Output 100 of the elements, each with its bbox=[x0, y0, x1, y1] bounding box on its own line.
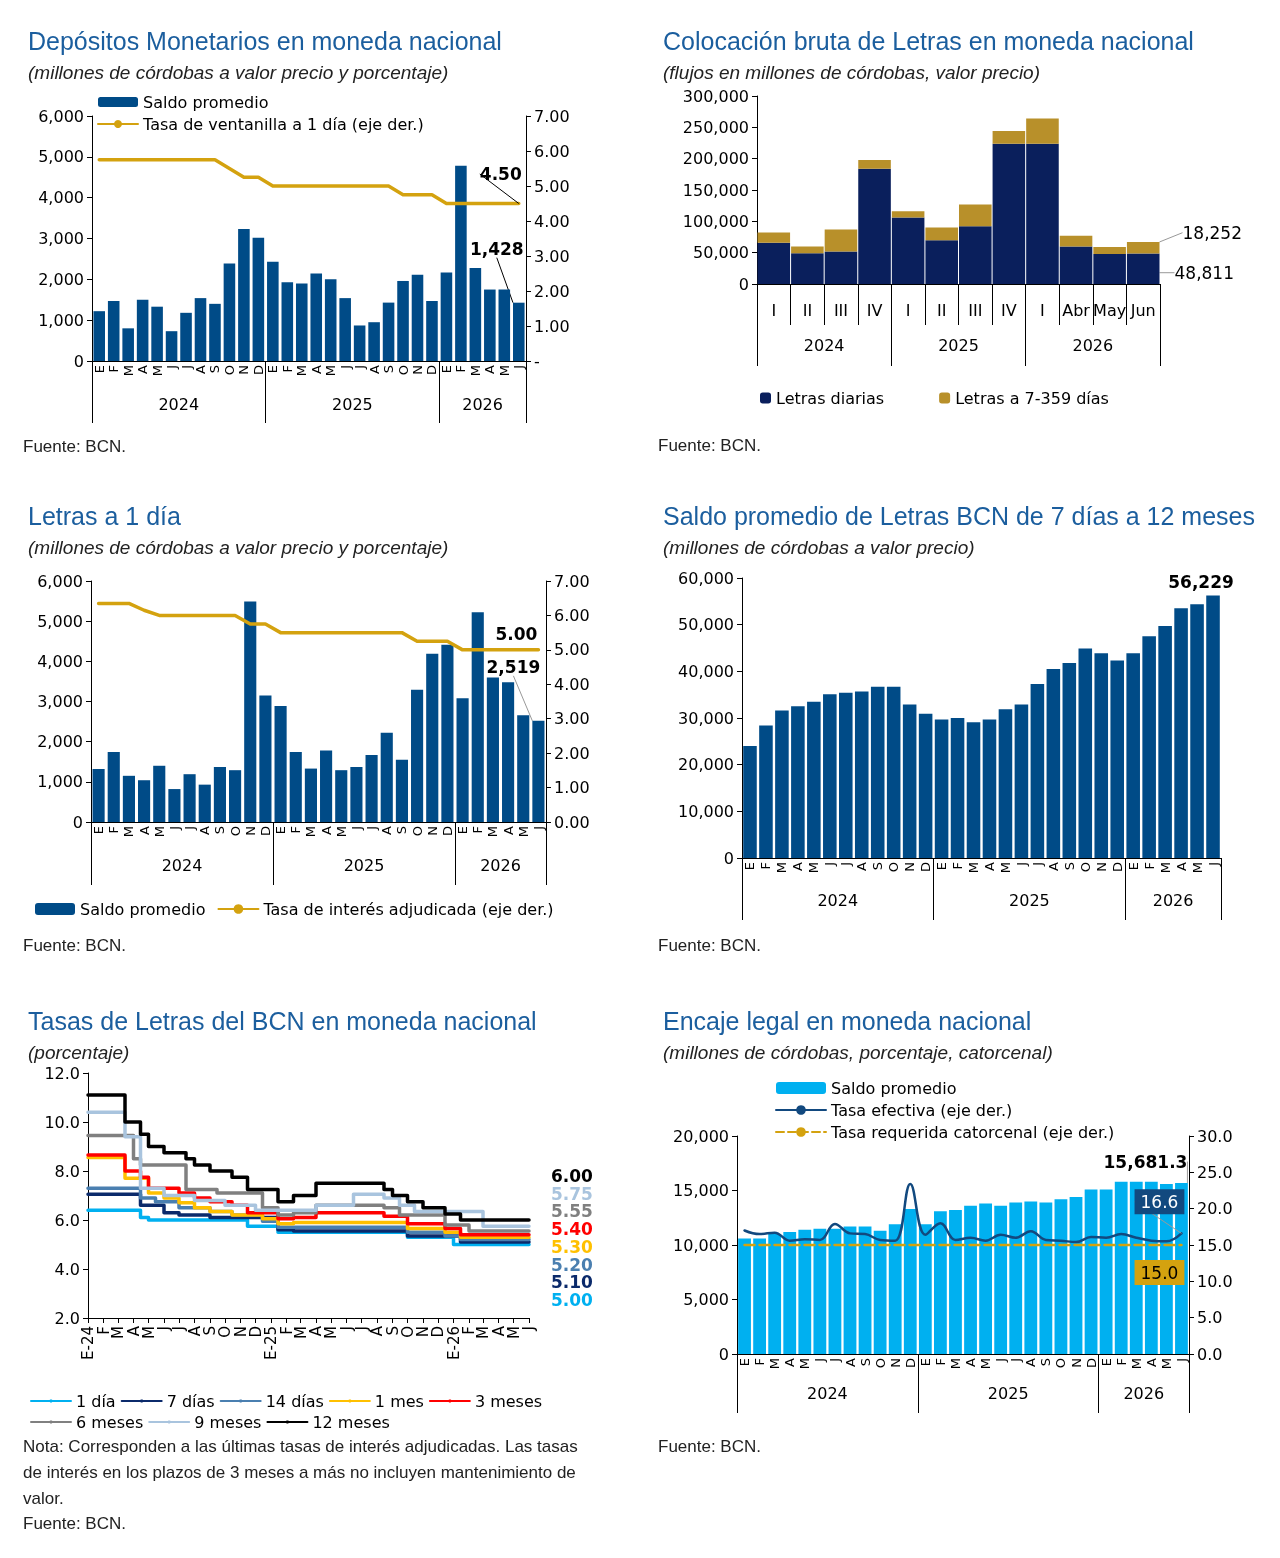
y-tick-label: 250,000 bbox=[682, 117, 749, 137]
bar bbox=[1099, 1189, 1113, 1354]
x-tick-label: M bbox=[1157, 862, 1173, 874]
bar bbox=[839, 692, 853, 858]
y-tick-label: 50,000 bbox=[678, 615, 734, 635]
bar bbox=[1110, 660, 1124, 858]
bar bbox=[1054, 1199, 1068, 1354]
x-tick-label: D bbox=[902, 1358, 918, 1369]
y-tick-label: 10,000 bbox=[673, 1235, 729, 1255]
x-tick-label: J bbox=[993, 1358, 1009, 1363]
x-tick-label: J bbox=[520, 1326, 538, 1332]
x-tick-label: S bbox=[857, 1358, 873, 1367]
y2-tick-label: 0.0 bbox=[1197, 1344, 1223, 1364]
x-tick-label: F bbox=[758, 862, 774, 870]
y-tick-label: 4.0 bbox=[54, 1259, 80, 1279]
source-note: Fuente: BCN. bbox=[23, 935, 126, 955]
bar bbox=[107, 300, 120, 361]
bar bbox=[918, 713, 933, 858]
x-tick-label: E bbox=[742, 862, 758, 871]
bar bbox=[368, 322, 380, 361]
y2-tick-label: - bbox=[534, 351, 540, 371]
bar bbox=[289, 752, 302, 822]
x-tick-label: F bbox=[470, 826, 486, 834]
legend-label: Letras diarias bbox=[776, 388, 885, 408]
bar bbox=[1174, 608, 1188, 858]
bar bbox=[964, 1205, 977, 1354]
data-label: 15,681.3 bbox=[1103, 1151, 1188, 1172]
chart-title: Tasas de Letras del BCN en moneda nacional bbox=[28, 1006, 537, 1035]
x-tick-label: May bbox=[1093, 300, 1127, 320]
bar bbox=[813, 1228, 827, 1354]
y-tick-label: 8.0 bbox=[54, 1161, 80, 1181]
text: 2026 bbox=[480, 855, 521, 875]
y-tick-label: 50,000 bbox=[693, 243, 749, 263]
chart-subtitle: (flujos en millones de córdobas, valor precio) bbox=[663, 62, 1041, 83]
x-tick-label: M bbox=[109, 1326, 127, 1339]
x-tick-label: O bbox=[227, 826, 243, 837]
bar bbox=[455, 165, 467, 361]
bar bbox=[1078, 648, 1093, 858]
x-tick-label: J bbox=[1029, 862, 1045, 867]
data-label: 5.55 bbox=[551, 1201, 593, 1222]
y-tick-label: 0 bbox=[73, 351, 84, 371]
line-series bbox=[743, 1182, 1183, 1244]
x-tick-label: N bbox=[242, 826, 258, 836]
bar bbox=[918, 1224, 932, 1354]
x-tick-label: I bbox=[1040, 300, 1045, 320]
y-tick-label: 3,000 bbox=[37, 692, 83, 711]
x-tick-label: E bbox=[265, 365, 281, 374]
bar bbox=[798, 1229, 812, 1354]
data-label: 4.50 bbox=[479, 164, 522, 184]
y2-tick-label: 7.00 bbox=[534, 106, 570, 126]
bar bbox=[180, 312, 192, 361]
data-label: 48,811 bbox=[1174, 262, 1234, 283]
x-tick-label: O bbox=[216, 1326, 234, 1338]
x-tick-label: J bbox=[1008, 1358, 1024, 1363]
x-tick-label: M bbox=[978, 1358, 994, 1370]
x-tick-label: M bbox=[474, 1326, 492, 1339]
bar bbox=[807, 701, 821, 858]
x-tick-label: E bbox=[91, 365, 107, 374]
x-tick-label: J bbox=[1013, 862, 1029, 867]
x-tick-label: S bbox=[212, 826, 228, 835]
x-tick-label: S bbox=[201, 1326, 219, 1336]
data-label: 18,252 bbox=[1182, 222, 1242, 243]
legend-label: 7 días bbox=[166, 1391, 215, 1411]
x-tick-label: D bbox=[1109, 862, 1125, 873]
y-tick-label: 0 bbox=[738, 274, 749, 294]
x-tick-label: O bbox=[395, 365, 411, 376]
y-tick-label: 4,000 bbox=[37, 651, 83, 671]
x-tick-label: A bbox=[981, 861, 997, 871]
y2-tick-label: 5.00 bbox=[534, 176, 570, 196]
bar bbox=[382, 302, 395, 361]
bar bbox=[1030, 683, 1045, 858]
x-tick-label: J bbox=[530, 826, 546, 831]
bar bbox=[151, 306, 163, 361]
bar bbox=[891, 211, 925, 218]
x-tick-label: D bbox=[1083, 1358, 1099, 1369]
x-tick-label: III bbox=[833, 300, 849, 320]
y-tick-label: 20,000 bbox=[673, 1126, 729, 1146]
x-tick-label: N bbox=[414, 1326, 432, 1338]
x-tick-label: O bbox=[1053, 1358, 1069, 1369]
bar bbox=[138, 780, 151, 822]
bar bbox=[426, 653, 439, 822]
x-tick-label: S bbox=[1061, 862, 1077, 871]
x-tick-label: J bbox=[352, 365, 368, 370]
bar bbox=[517, 715, 530, 822]
bar bbox=[966, 722, 981, 858]
x-tick-label: O bbox=[886, 862, 902, 873]
x-tick-label: F bbox=[106, 365, 122, 373]
bar bbox=[198, 784, 211, 822]
y2-tick-label: 10.0 bbox=[1197, 1271, 1233, 1291]
bar bbox=[950, 718, 965, 858]
bar bbox=[982, 719, 997, 858]
x-tick-label: S bbox=[870, 862, 886, 871]
bar bbox=[92, 768, 105, 822]
x-tick-label: M bbox=[1189, 862, 1205, 874]
bar bbox=[441, 644, 454, 822]
bar bbox=[512, 302, 525, 361]
x-tick-label: S bbox=[1038, 1358, 1054, 1367]
chart-subtitle: (millones de córdobas a valor precio y porcentaje) bbox=[28, 537, 449, 558]
bar bbox=[775, 710, 789, 858]
bar bbox=[502, 682, 515, 822]
